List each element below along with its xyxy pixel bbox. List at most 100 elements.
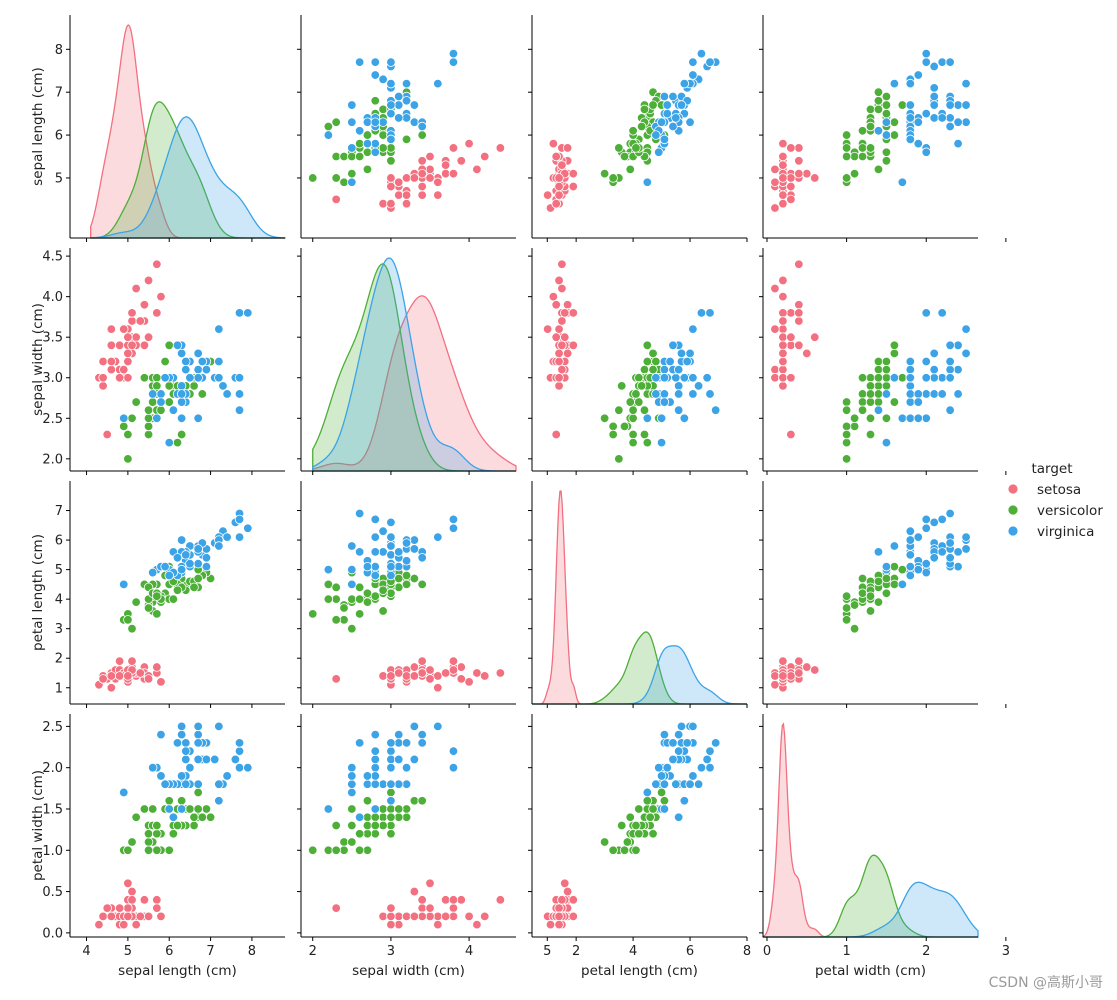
point-setosa	[386, 911, 396, 922]
point-versicolor	[841, 421, 852, 432]
point-setosa	[778, 356, 788, 367]
point-versicolor	[849, 421, 860, 432]
point-versicolor	[651, 356, 661, 367]
point-versicolor	[143, 603, 154, 613]
point-versicolor	[642, 356, 653, 367]
point-virginica	[921, 514, 931, 525]
point-versicolor	[354, 138, 365, 149]
point-virginica	[929, 364, 939, 375]
point-virginica	[210, 754, 220, 765]
point-virginica	[945, 57, 955, 67]
point-virginica	[401, 738, 412, 748]
point-virginica	[234, 373, 245, 383]
point-versicolor	[881, 147, 892, 157]
point-setosa	[425, 173, 435, 183]
point-versicolor	[841, 429, 852, 440]
point-versicolor	[639, 104, 650, 115]
point-virginica	[702, 373, 712, 383]
x-tick-label: 5	[543, 944, 551, 959]
point-setosa	[417, 190, 427, 200]
point-virginica	[156, 389, 166, 399]
point-versicolor	[386, 829, 396, 839]
point-versicolor	[881, 156, 892, 166]
point-virginica	[953, 547, 963, 557]
point-setosa	[778, 308, 788, 318]
point-virginica	[386, 570, 396, 581]
point-virginica	[222, 532, 232, 542]
point-virginica	[378, 779, 388, 789]
point-virginica	[659, 373, 670, 383]
panel-sepal-length-vs-sepal-length	[66, 15, 286, 242]
point-virginica	[185, 559, 195, 569]
point-versicolor	[331, 820, 341, 831]
panel-sepal-width-vs-petal-length	[528, 248, 748, 475]
point-virginica	[214, 373, 224, 383]
point-virginica	[659, 779, 670, 789]
point-setosa	[786, 308, 796, 318]
point-virginica	[401, 96, 412, 106]
point-virginica	[651, 130, 661, 140]
point-setosa	[770, 164, 780, 175]
point-versicolor	[599, 168, 610, 179]
point-virginica	[409, 544, 420, 554]
panel-sepal-length-vs-petal-width	[759, 15, 1007, 242]
point-virginica	[176, 413, 187, 423]
point-setosa	[131, 283, 141, 294]
point-virginica	[913, 138, 923, 149]
point-versicolor	[331, 845, 341, 855]
point-setosa	[152, 895, 162, 905]
point-versicolor	[339, 177, 349, 187]
point-setosa	[156, 911, 166, 922]
x-tick-label: 4	[629, 944, 637, 959]
point-virginica	[448, 746, 459, 756]
panel-petal-width-vs-petal-width	[759, 714, 1007, 941]
point-versicolor	[401, 812, 412, 822]
point-setosa	[440, 160, 451, 170]
point-virginica	[386, 108, 396, 119]
point-setosa	[786, 173, 796, 183]
point-virginica	[696, 48, 707, 59]
point-versicolor	[841, 130, 852, 140]
point-versicolor	[608, 421, 618, 432]
point-virginica	[386, 762, 396, 773]
point-virginica	[682, 738, 692, 748]
point-versicolor	[123, 845, 133, 855]
point-versicolor	[849, 151, 860, 162]
point-virginica	[172, 553, 183, 563]
point-virginica	[905, 389, 916, 399]
point-setosa	[770, 364, 780, 375]
point-setosa	[551, 300, 561, 310]
point-setosa	[778, 198, 788, 209]
point-virginica	[913, 413, 923, 423]
point-virginica	[929, 517, 939, 528]
point-versicolor	[873, 397, 884, 407]
point-versicolor	[608, 845, 618, 855]
point-virginica	[362, 117, 373, 127]
point-virginica	[673, 746, 684, 756]
point-setosa	[433, 919, 443, 930]
point-setosa	[448, 911, 459, 922]
point-versicolor	[147, 804, 158, 814]
point-versicolor	[354, 609, 365, 619]
point-versicolor	[378, 820, 388, 831]
point-virginica	[370, 532, 380, 542]
point-versicolor	[619, 421, 630, 432]
point-versicolor	[889, 348, 900, 359]
point-setosa	[123, 348, 133, 359]
point-versicolor	[841, 591, 852, 601]
point-setosa	[386, 903, 396, 913]
point-virginica	[710, 405, 721, 415]
point-setosa	[123, 373, 133, 383]
point-setosa	[425, 164, 435, 175]
point-versicolor	[873, 576, 884, 587]
point-virginica	[937, 389, 947, 399]
point-versicolor	[619, 845, 630, 855]
point-virginica	[929, 83, 939, 93]
point-versicolor	[881, 100, 892, 110]
point-setosa	[557, 259, 567, 269]
point-setosa	[778, 348, 788, 359]
point-setosa	[433, 190, 443, 200]
point-setosa	[554, 919, 564, 930]
point-virginica	[176, 564, 187, 575]
